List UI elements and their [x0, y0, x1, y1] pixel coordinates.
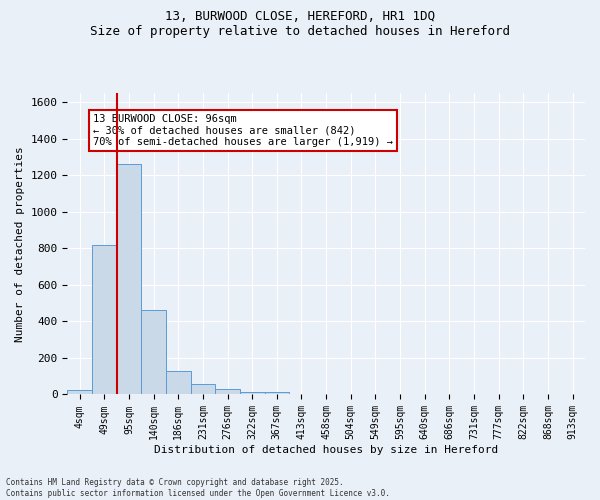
Text: 13, BURWOOD CLOSE, HEREFORD, HR1 1DQ
Size of property relative to detached house: 13, BURWOOD CLOSE, HEREFORD, HR1 1DQ Siz…: [90, 10, 510, 38]
Text: 13 BURWOOD CLOSE: 96sqm
← 30% of detached houses are smaller (842)
70% of semi-d: 13 BURWOOD CLOSE: 96sqm ← 30% of detache…: [93, 114, 393, 148]
Bar: [215, 390, 240, 394]
Bar: [67, 390, 92, 394]
Bar: [265, 392, 289, 394]
Text: Contains HM Land Registry data © Crown copyright and database right 2025.
Contai: Contains HM Land Registry data © Crown c…: [6, 478, 390, 498]
Bar: [240, 392, 265, 394]
Bar: [116, 164, 141, 394]
Bar: [166, 370, 191, 394]
Bar: [191, 384, 215, 394]
Bar: [92, 244, 116, 394]
Bar: [141, 310, 166, 394]
Y-axis label: Number of detached properties: Number of detached properties: [15, 146, 25, 342]
X-axis label: Distribution of detached houses by size in Hereford: Distribution of detached houses by size …: [154, 445, 498, 455]
